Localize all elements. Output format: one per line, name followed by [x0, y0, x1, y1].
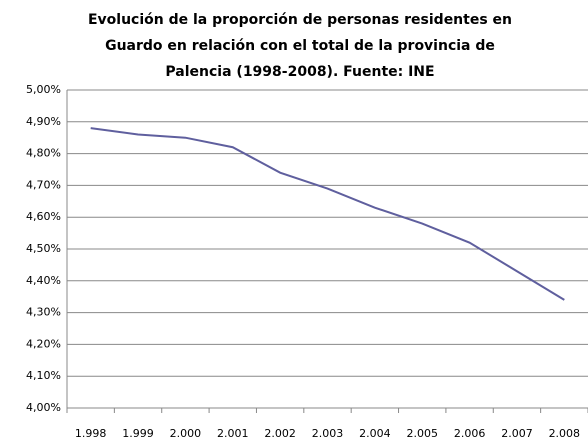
y-tick-label: 4,80% — [26, 147, 61, 160]
y-tick-label: 4,60% — [26, 210, 61, 223]
x-tick-label: 1.999 — [122, 427, 154, 440]
x-tick-label: 1.998 — [75, 427, 107, 440]
y-tick-label: 4,70% — [26, 178, 61, 191]
x-tick-label: 2.004 — [359, 427, 391, 440]
y-tick-label: 4,20% — [26, 337, 61, 350]
line — [90, 127, 565, 301]
x-tick-label: 2.002 — [264, 427, 296, 440]
x-tick-label: 2.001 — [217, 427, 249, 440]
y-tick-label: 4,10% — [26, 369, 61, 382]
x-tick-label: 2.006 — [454, 427, 486, 440]
x-tick-label: 2.000 — [170, 427, 202, 440]
y-tick-label: 4,30% — [26, 306, 61, 319]
y-tick-label: 4,90% — [26, 115, 61, 128]
x-tick-label: 2.005 — [406, 427, 438, 440]
x-tick-label: 2.008 — [549, 427, 581, 440]
y-tick-label: 4,00% — [26, 401, 61, 414]
chart-title: Palencia (1998-2008). Fuente: INE — [165, 64, 434, 80]
y-tick-label: 4,50% — [26, 242, 61, 255]
y-tick-label: 4,40% — [26, 274, 61, 287]
chart-title: Evolución de la proporción de personas r… — [88, 12, 512, 28]
x-tick-label: 2.007 — [501, 427, 533, 440]
y-tick-label: 5,00% — [26, 83, 61, 96]
chart-title: Guardo en relación con el total de la pr… — [105, 38, 495, 54]
x-tick-label: 2.003 — [312, 427, 344, 440]
